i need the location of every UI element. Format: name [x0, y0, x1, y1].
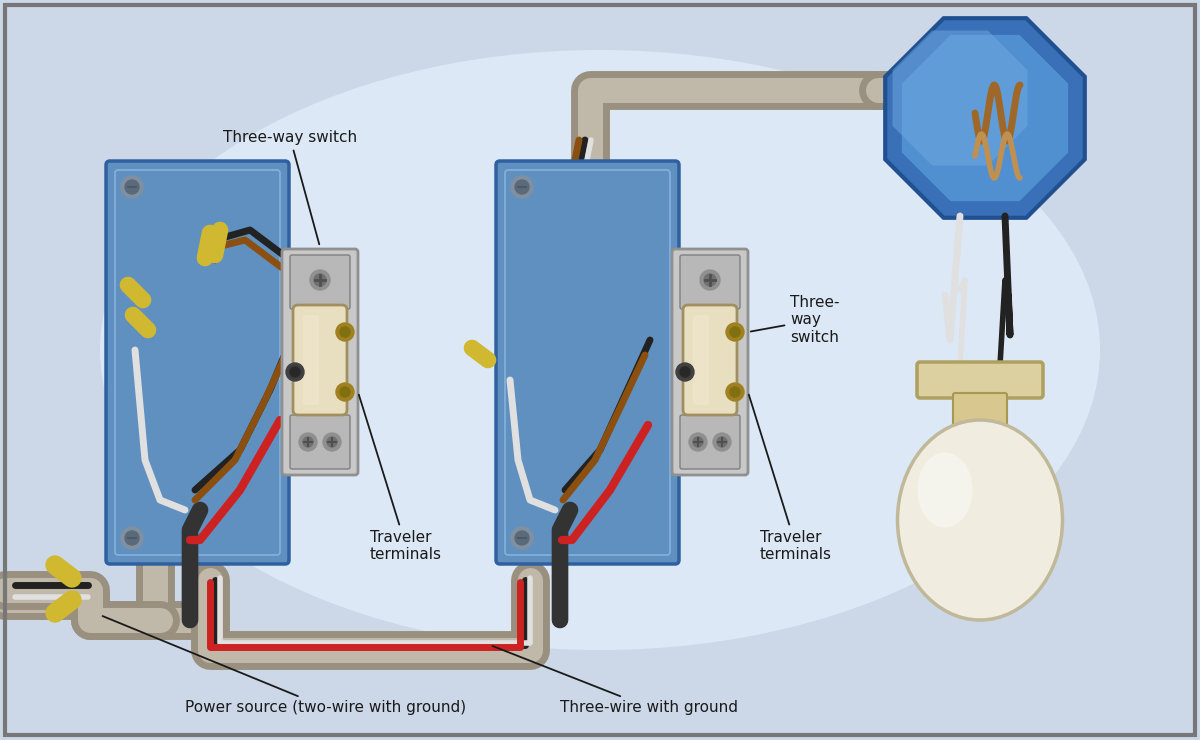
Circle shape [340, 387, 350, 397]
Circle shape [336, 383, 354, 401]
Text: Traveler
terminals: Traveler terminals [359, 394, 442, 562]
FancyBboxPatch shape [290, 415, 350, 469]
FancyBboxPatch shape [683, 305, 737, 415]
Circle shape [125, 180, 139, 194]
Circle shape [676, 363, 694, 381]
Text: Three-way switch: Three-way switch [223, 130, 358, 244]
FancyBboxPatch shape [672, 249, 748, 475]
Circle shape [692, 437, 703, 447]
Circle shape [326, 437, 337, 447]
Circle shape [121, 527, 143, 549]
FancyBboxPatch shape [106, 161, 289, 564]
Circle shape [121, 176, 143, 198]
Circle shape [730, 327, 740, 337]
Text: Three-wire with ground: Three-wire with ground [492, 646, 738, 715]
Circle shape [515, 180, 529, 194]
FancyBboxPatch shape [917, 362, 1043, 398]
Circle shape [302, 437, 313, 447]
FancyBboxPatch shape [692, 315, 709, 405]
Circle shape [726, 323, 744, 341]
Circle shape [511, 176, 533, 198]
Polygon shape [902, 35, 1068, 201]
FancyBboxPatch shape [282, 249, 358, 475]
FancyBboxPatch shape [496, 161, 679, 564]
Polygon shape [886, 18, 1085, 218]
Circle shape [716, 437, 727, 447]
Circle shape [730, 387, 740, 397]
Circle shape [314, 274, 326, 286]
Circle shape [680, 367, 690, 377]
Ellipse shape [898, 420, 1062, 620]
Circle shape [336, 323, 354, 341]
FancyBboxPatch shape [680, 415, 740, 469]
Ellipse shape [100, 50, 1100, 650]
FancyBboxPatch shape [302, 315, 319, 405]
Text: Traveler
terminals: Traveler terminals [749, 394, 832, 562]
Circle shape [511, 527, 533, 549]
Circle shape [125, 531, 139, 545]
Circle shape [713, 433, 731, 451]
Circle shape [323, 433, 341, 451]
Circle shape [310, 270, 330, 290]
Circle shape [286, 363, 304, 381]
Circle shape [290, 367, 300, 377]
Circle shape [726, 383, 744, 401]
FancyBboxPatch shape [290, 255, 350, 309]
FancyBboxPatch shape [680, 255, 740, 309]
Circle shape [689, 433, 707, 451]
Text: Power source (two-wire with ground): Power source (two-wire with ground) [102, 616, 466, 715]
Circle shape [704, 274, 716, 286]
Text: Three-
way
switch: Three- way switch [751, 295, 840, 345]
Ellipse shape [918, 452, 972, 528]
Circle shape [340, 327, 350, 337]
FancyBboxPatch shape [953, 393, 1007, 432]
Circle shape [515, 531, 529, 545]
Circle shape [299, 433, 317, 451]
Circle shape [700, 270, 720, 290]
Polygon shape [893, 30, 1027, 166]
FancyBboxPatch shape [293, 305, 347, 415]
